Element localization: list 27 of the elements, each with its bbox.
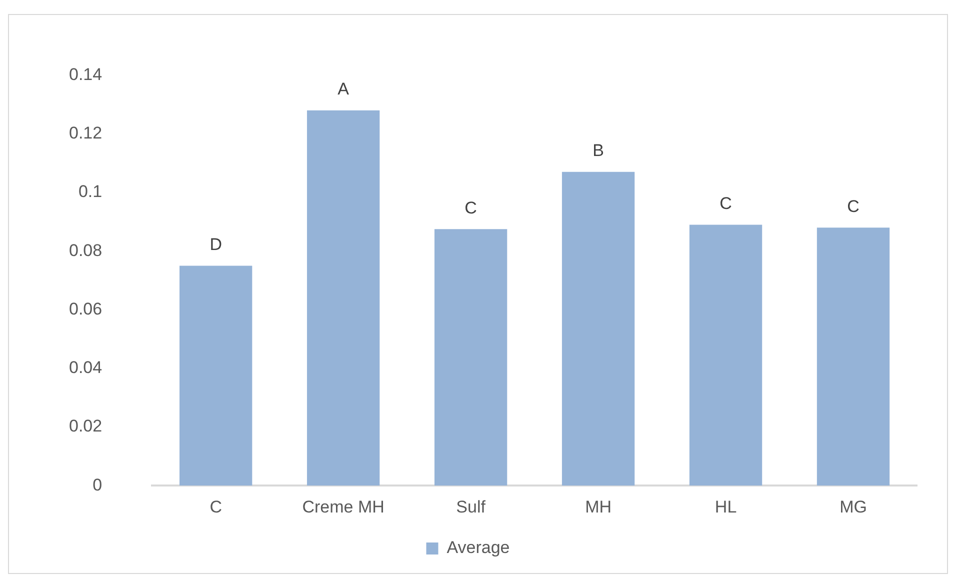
- bar: [816, 228, 890, 486]
- y-tick-label: 0.08: [68, 240, 102, 260]
- x-tick-label: MH: [585, 497, 612, 516]
- bar: [179, 266, 252, 486]
- y-tick-label: 0.12: [68, 124, 102, 143]
- bar: [434, 229, 508, 486]
- annotation: C: [464, 198, 477, 218]
- x-tick-label: Sulf: [456, 497, 486, 516]
- legend-label: Average: [446, 538, 510, 558]
- annotation: B: [592, 141, 604, 160]
- bar: [689, 224, 762, 486]
- x-tick-label: C: [210, 497, 222, 516]
- annotation: C: [720, 194, 732, 213]
- x-tick-label: MG: [840, 497, 867, 516]
- y-tick-label: 0.04: [68, 358, 102, 378]
- annotation: D: [210, 234, 222, 254]
- bar: [306, 110, 380, 486]
- x-tick-label: Creme MH: [302, 497, 384, 516]
- x-tick-label: HL: [714, 497, 737, 516]
- y-tick-label: 0.14: [68, 64, 102, 84]
- y-tick-label: 0.02: [68, 416, 102, 436]
- bar: [562, 172, 635, 486]
- y-tick-label: 0.06: [68, 299, 102, 318]
- annotation: C: [847, 196, 860, 216]
- annotation: A: [338, 80, 350, 99]
- y-tick-label: 0: [92, 475, 102, 494]
- y-tick-label: 0.1: [78, 182, 102, 202]
